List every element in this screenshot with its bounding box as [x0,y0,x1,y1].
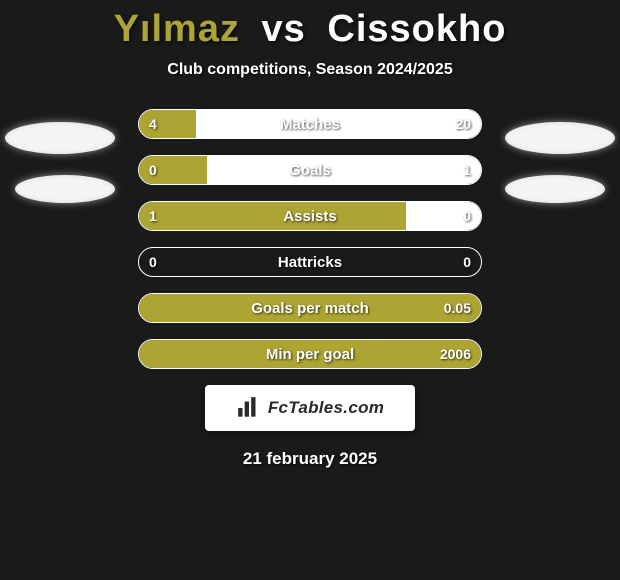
stats-arena: 420Matches 01Goals 10Assists 0 0Hattricks 0.0… [0,109,620,369]
stat-row: 420Matches [138,109,482,139]
stat-value-left: 0 [149,248,157,276]
brand-text: FcTables.com [268,398,384,418]
stat-fill-left [139,156,207,184]
stat-fill-right [406,202,481,230]
stat-row: 0.05Goals per match [138,293,482,323]
stat-row: 01Goals [138,155,482,185]
stat-fill-right [196,110,481,138]
avatar-left-1 [5,122,115,154]
stat-row: 0 0Hattricks [138,247,482,277]
stat-fill-right [207,156,481,184]
stat-row: 10Assists [138,201,482,231]
avatar-left-2 [15,175,115,203]
stat-row: 2006Min per goal [138,339,482,369]
avatar-right-1 [505,122,615,154]
avatar-right-2 [505,175,605,203]
stat-value-right: 0 [463,248,471,276]
stat-fill-left [139,340,481,368]
player-right-name: Cissokho [327,8,506,50]
subtitle: Club competitions, Season 2024/2025 [0,61,620,79]
stat-label: Hattricks [139,248,481,276]
player-left-name: Yılmaz [114,8,240,50]
stat-fill-left [139,110,196,138]
stat-fill-left [139,294,481,322]
vs-label: vs [262,8,306,50]
stat-fill-left [139,202,406,230]
brand-card: FcTables.com [205,385,415,431]
snapshot-date: 21 february 2025 [0,449,620,469]
comparison-title: Yılmaz vs Cissokho [0,0,620,51]
bar-chart-icon [236,397,262,419]
stats-rows: 420Matches 01Goals 10Assists 0 0Hattricks 0.0… [138,109,482,369]
